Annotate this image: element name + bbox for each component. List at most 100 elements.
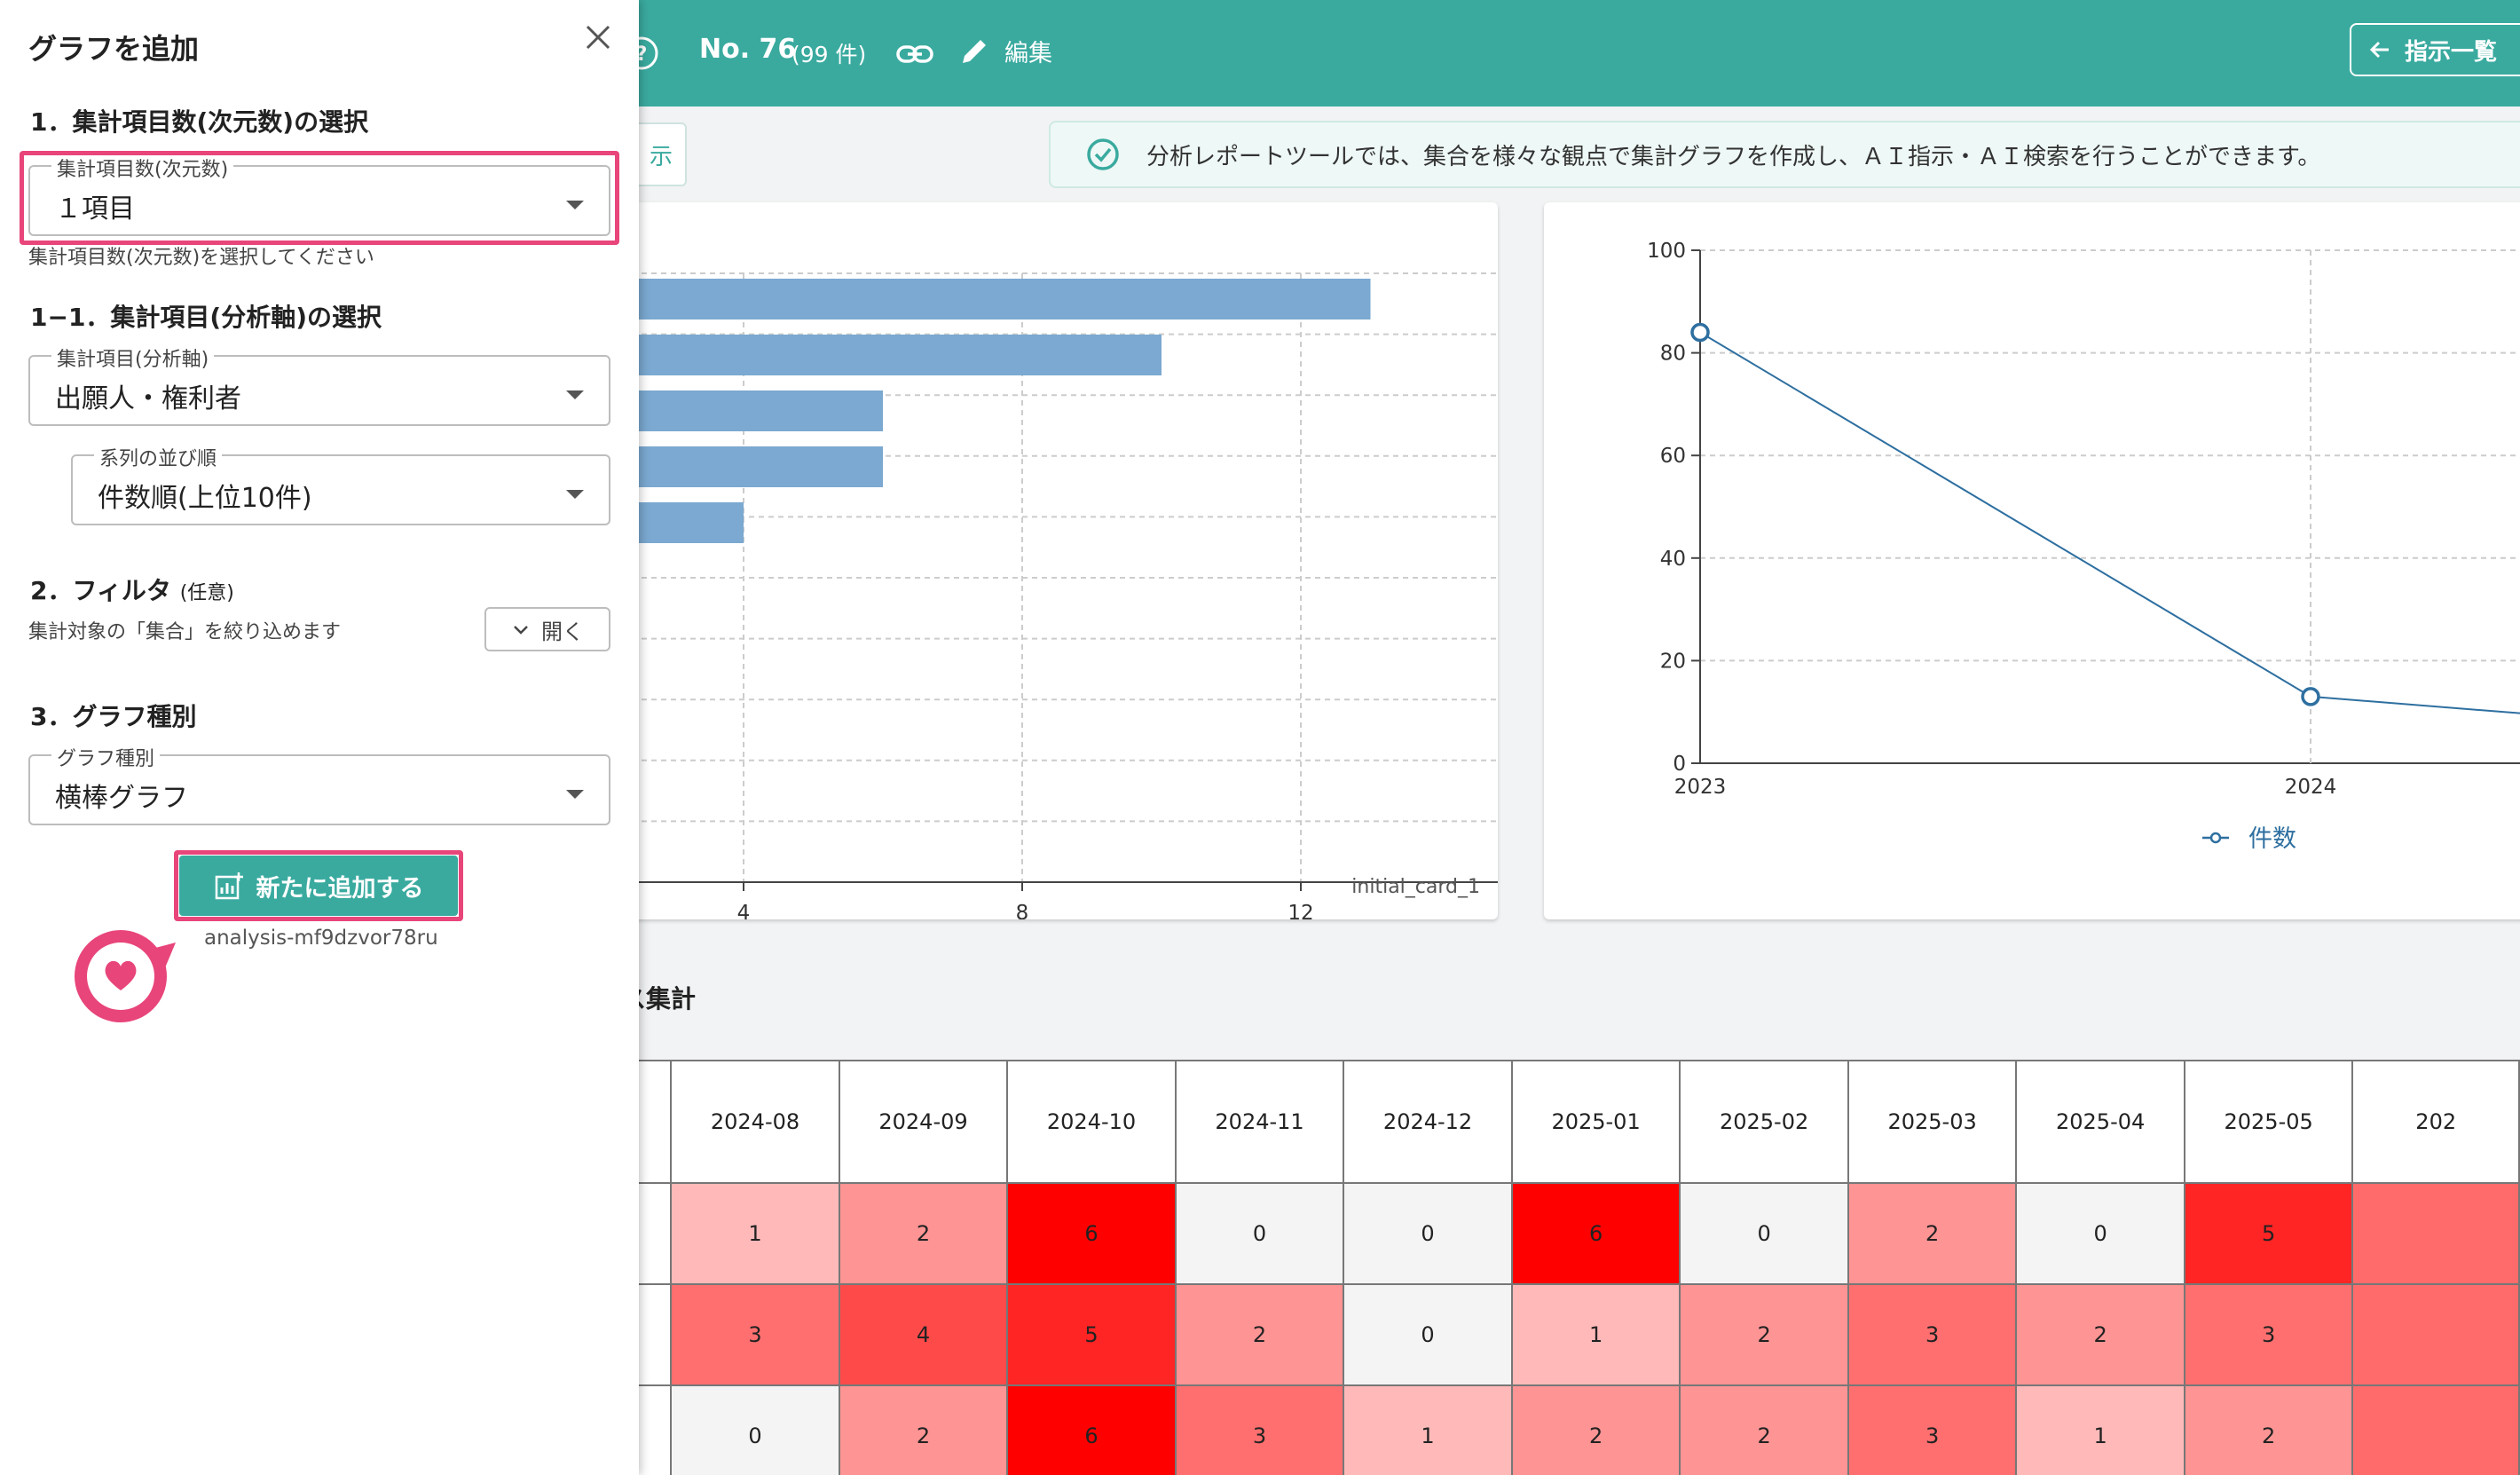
table-cell[interactable]: 2	[1679, 1283, 1849, 1386]
table-column-header: 2025-01	[1510, 1060, 1681, 1184]
instruction-list-button[interactable]: 指示一覧	[2350, 23, 2520, 76]
table-column-header: 2025-02	[1679, 1060, 1849, 1184]
chevron-down-icon	[566, 490, 584, 499]
y-tick-label: 100	[1647, 240, 1686, 263]
table-cell[interactable]: 2	[838, 1384, 1009, 1475]
table-cell[interactable]: 0	[2015, 1182, 2185, 1285]
table-column-header: 2025-04	[2015, 1060, 2185, 1184]
table-cell[interactable]: 5	[1006, 1283, 1177, 1386]
table-cell[interactable]: 3	[2183, 1283, 2354, 1386]
card-id-label: initial_card_1	[1351, 876, 1480, 898]
filter-open-label: 開く	[541, 619, 584, 644]
table-cell[interactable]: 0	[1679, 1182, 1849, 1285]
info-banner: 分析レポートツールでは、集合を様々な観点で集計グラフを作成し、ＡＩ指示・ＡＩ検索…	[1049, 121, 2520, 188]
table-cell[interactable]: 1	[670, 1182, 840, 1285]
add-new-chart-button[interactable]: 新たに追加する	[179, 856, 458, 916]
close-icon	[586, 25, 610, 50]
dims-select-label: 集計項目数(次元数)	[51, 154, 234, 182]
check-circle-icon	[1087, 138, 1119, 170]
chart-type-value: 横棒グラフ	[55, 783, 188, 814]
add-button-label: 新たに追加する	[256, 874, 424, 903]
axis-select[interactable]: 集計項目(分析軸) 出願人・権利者	[28, 343, 610, 426]
table-column-header: 2024-11	[1174, 1060, 1345, 1184]
line-chart-card: 0 20 40 60 80 100 2023 2024 件数	[1544, 202, 2520, 919]
add-chart-drawer: グラフを追加 1．集計項目数(次元数)の選択 集計項目数(次元数) １項目 集計…	[0, 0, 639, 1475]
table-cell[interactable]: 0	[1343, 1182, 1513, 1285]
section2-optional: (任意)	[179, 582, 234, 604]
table-cell[interactable]: 2	[1510, 1384, 1681, 1475]
table-cell[interactable]: 3	[1847, 1384, 2018, 1475]
table-cell[interactable]	[2351, 1283, 2520, 1386]
bar-3[interactable]	[612, 446, 883, 487]
table-cell[interactable]: 1	[1510, 1283, 1681, 1386]
partial-toolbar-label: 示	[649, 143, 673, 170]
table-column-header: 2024-08	[670, 1060, 840, 1184]
table-cell[interactable]: 0	[1343, 1283, 1513, 1386]
chevron-down-icon	[566, 790, 584, 799]
table-cell[interactable]: 6	[1006, 1182, 1177, 1285]
drawer-title: グラフを追加	[28, 32, 200, 66]
legend-marker-icon	[2209, 832, 2222, 844]
data-point[interactable]	[2301, 687, 2320, 706]
bar-0[interactable]	[612, 279, 1371, 319]
table-cell[interactable]	[2351, 1182, 2520, 1285]
dims-select[interactable]: 集計項目数(次元数) １項目	[28, 154, 610, 236]
y-tick-label: 20	[1660, 650, 1686, 673]
chevron-down-icon	[566, 390, 584, 399]
x-tick-label: 2023	[1674, 776, 1727, 799]
series-order-select[interactable]: 系列の並び順 件数順(上位10件)	[71, 443, 610, 525]
pencil-icon[interactable]	[958, 35, 990, 67]
table-cell[interactable]: 6	[1510, 1182, 1681, 1285]
section2-title-text: 2．フィルタ	[30, 576, 171, 605]
chart-type-select[interactable]: グラフ種別 横棒グラフ	[28, 743, 610, 825]
filter-open-button[interactable]: 開く	[484, 607, 610, 651]
chevron-down-icon	[514, 626, 528, 635]
series-order-label: 系列の並び順	[94, 443, 223, 471]
x-tick-label: 4	[737, 902, 751, 919]
table-cell[interactable]: 6	[1006, 1384, 1177, 1475]
add-button-highlight	[174, 850, 463, 921]
table-cell[interactable]: 3	[1847, 1283, 2018, 1386]
dims-select-highlight	[20, 151, 619, 245]
table-cell[interactable]: 3	[1174, 1384, 1345, 1475]
table-cell[interactable]: 4	[838, 1283, 1009, 1386]
dims-select-value: １項目	[55, 193, 135, 225]
section1-title: 1．集計項目数(次元数)の選択	[30, 107, 369, 137]
table-cell[interactable]: 2	[1847, 1182, 2018, 1285]
table-column-header: 202	[2351, 1060, 2520, 1184]
table-column-header: 2024-10	[1006, 1060, 1177, 1184]
table-cell[interactable]: 0	[1174, 1182, 1345, 1285]
series-line-continuation	[2310, 695, 2520, 714]
table-cell[interactable]	[2351, 1384, 2520, 1475]
x-tick-label: 8	[1016, 902, 1029, 919]
y-tick-label: 60	[1660, 445, 1686, 468]
heatmap-table: 2024-08 2024-09 2024-10 2024-11 2024-12 2025-…	[620, 1060, 2520, 1475]
close-button[interactable]	[579, 18, 618, 57]
data-point[interactable]	[1690, 322, 1710, 343]
filter-helper-text: 集計対象の「集合」を絞り込めます	[28, 621, 342, 643]
table-header-row: 2024-08 2024-09 2024-10 2024-11 2024-12 2025-…	[620, 1060, 2520, 1184]
table-cell[interactable]: 2	[2015, 1283, 2185, 1386]
table-cell[interactable]: 0	[670, 1384, 840, 1475]
table-cell[interactable]: 5	[2183, 1182, 2354, 1285]
table-cell[interactable]: 1	[2015, 1384, 2185, 1475]
table-cell[interactable]: 2	[838, 1182, 1009, 1285]
x-tick-label: 12	[1288, 902, 1313, 919]
legend-label[interactable]: 件数	[2248, 825, 2296, 853]
table-cell[interactable]: 2	[1174, 1283, 1345, 1386]
table-cell[interactable]: 2	[1679, 1384, 1849, 1475]
edit-link[interactable]: 編集	[1004, 40, 1052, 67]
link-icon[interactable]	[894, 34, 935, 75]
bar-2[interactable]	[612, 390, 883, 431]
table-column-header: 2025-03	[1847, 1060, 2018, 1184]
table-cell[interactable]: 1	[1343, 1384, 1513, 1475]
document-number: No. 76	[699, 34, 797, 65]
table-cell[interactable]: 2	[2183, 1384, 2354, 1475]
table-cell[interactable]: 3	[670, 1283, 840, 1386]
section2-title: 2．フィルタ (任意)	[30, 572, 234, 607]
arrow-left-icon	[2369, 41, 2389, 59]
bar-1[interactable]	[612, 335, 1162, 375]
